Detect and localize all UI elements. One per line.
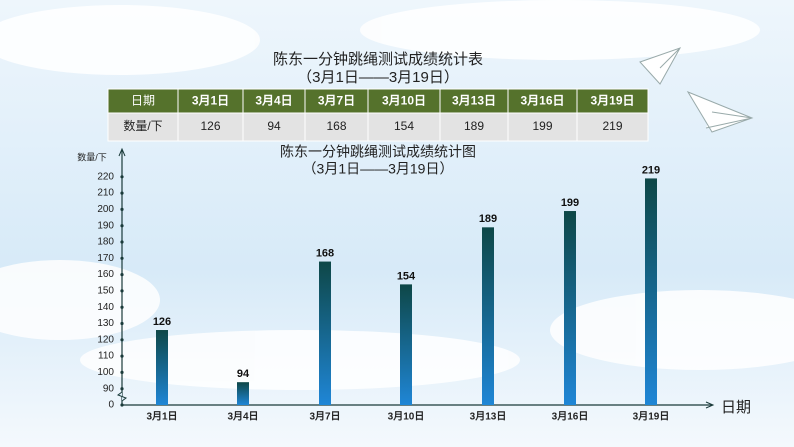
bar [564,211,576,405]
bar [400,284,412,405]
x-tick-label: 3月1日 [146,411,177,423]
cell-text: 168 [326,119,346,133]
tick-mark [120,191,124,195]
cell-text: 数量/下 [123,118,162,133]
data-label: 189 [479,213,497,225]
bar [645,178,657,405]
tick-mark [120,289,124,293]
cell-text: 199 [532,119,552,133]
data-label: 219 [642,164,660,176]
y-tick-label: 90 [103,383,115,394]
tick-mark [120,256,124,260]
table-subtitle: （3月1日——3月19日） [297,69,459,86]
cell-text: 154 [394,119,414,133]
chart-subtitle: （3月1日——3月19日） [303,161,454,177]
paper-planes [639,47,754,133]
bar [237,382,249,405]
tick-mark [120,338,124,342]
y-tick-label: 150 [97,286,114,297]
cell [576,112,649,142]
y-axis-arrow [118,147,126,157]
x-tick-label: 3月16日 [552,411,589,423]
table-title: 陈东一分钟跳绳测试成绩统计表 [273,50,483,68]
y-tick-label: 0 [108,400,114,411]
tick-mark [120,273,124,277]
x-axis-arrow [705,401,715,409]
y-tick-label: 100 [97,367,114,378]
y-tick-label: 170 [97,253,114,264]
header-cell [107,88,179,114]
header-text: 3月4日 [255,94,292,108]
x-tick-label: 3月7日 [309,411,340,423]
y-tick-label: 190 [97,220,114,231]
tick-mark [120,321,124,326]
cell [177,112,244,142]
x-tick-label: 3月19日 [633,411,670,423]
bar [319,261,331,405]
tick-mark [120,240,124,244]
cell-text: 219 [602,119,622,133]
tick-mark [120,370,124,374]
y-tick-label: 140 [97,302,114,313]
header-cell [242,88,306,114]
x-tick-label: 3月4日 [227,411,258,423]
tick-mark [120,305,124,309]
header-text: 3月16日 [520,94,564,108]
cell-text: 189 [464,119,484,133]
data-label: 154 [397,270,416,282]
y-tick-label: 130 [97,318,114,329]
header-text: 3月1日 [192,94,229,108]
y-tick-label: 110 [98,351,114,362]
header-cell [507,88,578,114]
cell [242,112,306,142]
header-text: 3月13日 [452,94,496,108]
bar [482,227,494,405]
data-label: 168 [316,247,334,259]
cell-text: 126 [200,119,220,133]
y-tick-label: 160 [97,269,114,280]
tick-mark [120,175,124,179]
chart-title: 陈东一分钟跳绳测试成绩统计图 [280,144,476,160]
x-axis-label: 日期 [721,399,751,416]
header-text: 日期 [131,94,155,108]
y-tick-label: 120 [97,334,114,345]
tick-mark [120,224,124,228]
cell [507,112,578,142]
tick-mark [120,387,124,391]
data-label: 199 [561,197,579,209]
y-tick-label: 180 [97,237,114,248]
y-axis-label: 数量/下 [77,151,107,162]
header-cell [576,88,649,114]
data-label: 126 [153,316,171,328]
tick-mark [120,403,124,407]
y-tick-label: 200 [97,204,114,215]
tick-mark [120,354,124,358]
cell [107,112,179,142]
bar [156,330,168,405]
x-tick-label: 3月13日 [470,411,507,423]
header-text: 3月7日 [318,94,355,108]
tick-mark [120,207,124,211]
header-text: 3月19日 [590,94,634,108]
y-tick-label: 210 [97,188,114,199]
header-text: 3月10日 [382,94,426,108]
cell-text: 94 [267,119,281,133]
axis-break [116,391,128,402]
data-label: 94 [237,368,250,380]
x-tick-label: 3月10日 [388,411,425,423]
y-tick-label: 220 [97,171,114,182]
